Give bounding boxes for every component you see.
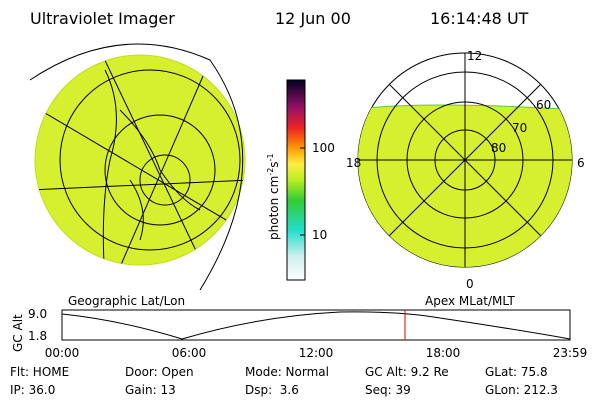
map-label: Apex MLat/MLT <box>425 294 515 308</box>
status-field: GLon: 212.3 <box>485 383 558 397</box>
mlt-label: 0 <box>466 277 474 291</box>
status-field: Gain: 13 <box>125 383 176 397</box>
mlat-label: 70 <box>512 121 527 135</box>
x-tick-label: 23:59 <box>553 346 588 360</box>
x-tick-label: 12:00 <box>299 346 334 360</box>
x-tick-label: 06:00 <box>172 346 207 360</box>
x-tick-label: 18:00 <box>426 346 461 360</box>
colorbar-tick: 100 <box>312 141 335 155</box>
unit: photon cm <box>267 176 281 240</box>
colorbar: 100 10 photon cm-2s-1 <box>266 79 335 281</box>
status-field: Seq: 39 <box>365 383 411 397</box>
mlt-label: 6 <box>577 156 585 170</box>
mlat-label: 60 <box>536 98 551 112</box>
polar-map: 12 0 18 6 80 70 60 <box>346 49 585 291</box>
status-field: GLat: 75.8 <box>485 365 548 379</box>
y-tick-label: 1.8 <box>28 329 47 343</box>
time: 16:14:48 UT <box>430 9 529 28</box>
mlat-label: 80 <box>491 141 506 155</box>
title: Ultraviolet Imager <box>30 9 175 28</box>
map-label: Geographic Lat/Lon <box>68 294 185 308</box>
status-field: Door: Open <box>125 365 194 379</box>
mlt-label: 18 <box>346 156 361 170</box>
date: 12 Jun 00 <box>275 9 351 28</box>
y-label: GC Alt <box>11 314 25 352</box>
orbit-plot: GC Alt 9.0 1.8 00:00 06:00 12:00 18:00 23:59 <box>11 307 587 360</box>
status-field: Flt: HOME <box>10 365 69 379</box>
status-field: GC Alt: 9.2 Re <box>365 365 449 379</box>
unit: s <box>267 161 281 167</box>
y-tick-label: 9.0 <box>28 307 47 321</box>
colorbar-tick: 10 <box>312 228 327 242</box>
mlt-label: 12 <box>467 49 482 63</box>
geo-map <box>29 43 246 291</box>
exp: -1 <box>266 153 275 161</box>
colorbar-label: photon cm-2s-1 <box>266 153 281 240</box>
status-field: Mode: Normal <box>245 365 329 379</box>
status-field: IP: 36.0 <box>10 383 55 397</box>
exp: -2 <box>266 168 275 176</box>
status-field: Dsp: 3.6 <box>245 383 299 397</box>
status: Flt: HOME Door: Open Mode: Normal GC Alt: 9… <box>10 365 558 397</box>
x-tick-label: 00:00 <box>45 346 80 360</box>
